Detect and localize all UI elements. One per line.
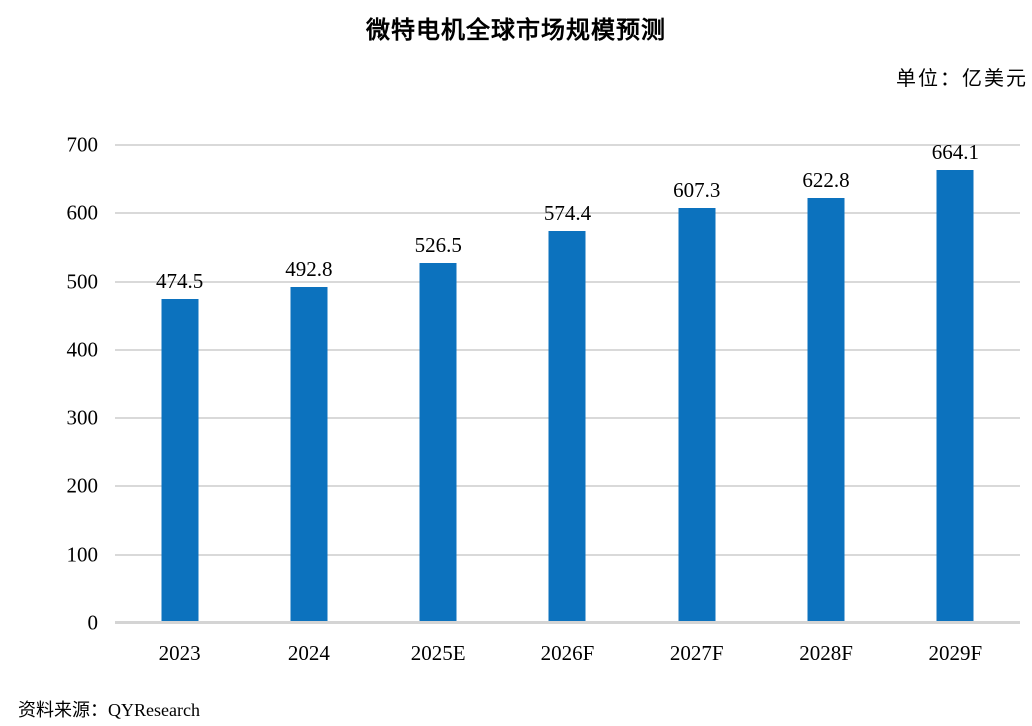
x-tick-label: 2024	[287, 641, 330, 665]
y-tick-label: 600	[66, 200, 99, 225]
bar-column: 526.5	[374, 145, 503, 623]
x-tick-label: 2026F	[540, 641, 595, 665]
bar-column: 474.5	[115, 145, 244, 623]
bar-value-label: 664.1	[931, 139, 979, 164]
bar	[678, 208, 716, 623]
bar-value-label: 492.8	[285, 256, 333, 281]
y-tick-label: 100	[66, 542, 99, 567]
x-tick-label: 2027F	[669, 641, 724, 665]
chart-title: 微特电机全球市场规模预测	[366, 17, 666, 44]
bar-value-label: 526.5	[414, 233, 462, 258]
bar-column: 574.4	[503, 145, 632, 623]
x-tick-label: 2028F	[799, 641, 853, 665]
unit-label: 单位：亿美元	[896, 68, 1028, 90]
plot-area: 474.5 492.8 526.5 574.4 607.3 622.8 664.1	[115, 141, 1020, 624]
bar-column: 492.8	[244, 145, 373, 623]
y-tick-label: 0	[87, 610, 99, 635]
bar	[290, 286, 328, 623]
y-tick-label: 400	[66, 337, 99, 362]
bar-value-label: 622.8	[802, 167, 850, 192]
bars-container: 474.5 492.8 526.5 574.4 607.3 622.8 664.1	[115, 141, 1020, 623]
bar-column: 607.3	[632, 145, 761, 623]
x-tick-label: 2029F	[928, 641, 983, 665]
bar-value-label: 474.5	[156, 268, 204, 293]
x-tick-label: 2025E	[410, 641, 466, 665]
y-tick-label: 200	[66, 473, 99, 498]
bar-value-label: 607.3	[673, 178, 721, 203]
bar	[548, 230, 586, 623]
bar	[161, 298, 199, 623]
source-note: 资料来源：QYResearch	[18, 700, 200, 720]
x-axis-line	[115, 621, 1020, 624]
y-tick-label: 700	[66, 132, 99, 157]
x-axis: 2023 2024 2025E 2026F 2027F 2028F 2029F	[115, 641, 1020, 666]
y-tick-label: 300	[66, 405, 99, 430]
y-tick-label: 500	[66, 269, 99, 294]
x-tick-label: 2023	[158, 641, 201, 665]
y-axis: 0 100 200 300 400 500 600 700	[0, 134, 99, 633]
bar-column: 622.8	[761, 145, 890, 623]
bar	[419, 263, 457, 623]
gridline	[115, 144, 1020, 146]
gridline	[115, 212, 1020, 215]
bar	[807, 197, 845, 623]
bar-value-label: 574.4	[543, 200, 592, 225]
bar	[936, 169, 974, 623]
bar-column: 664.1	[891, 141, 1020, 623]
